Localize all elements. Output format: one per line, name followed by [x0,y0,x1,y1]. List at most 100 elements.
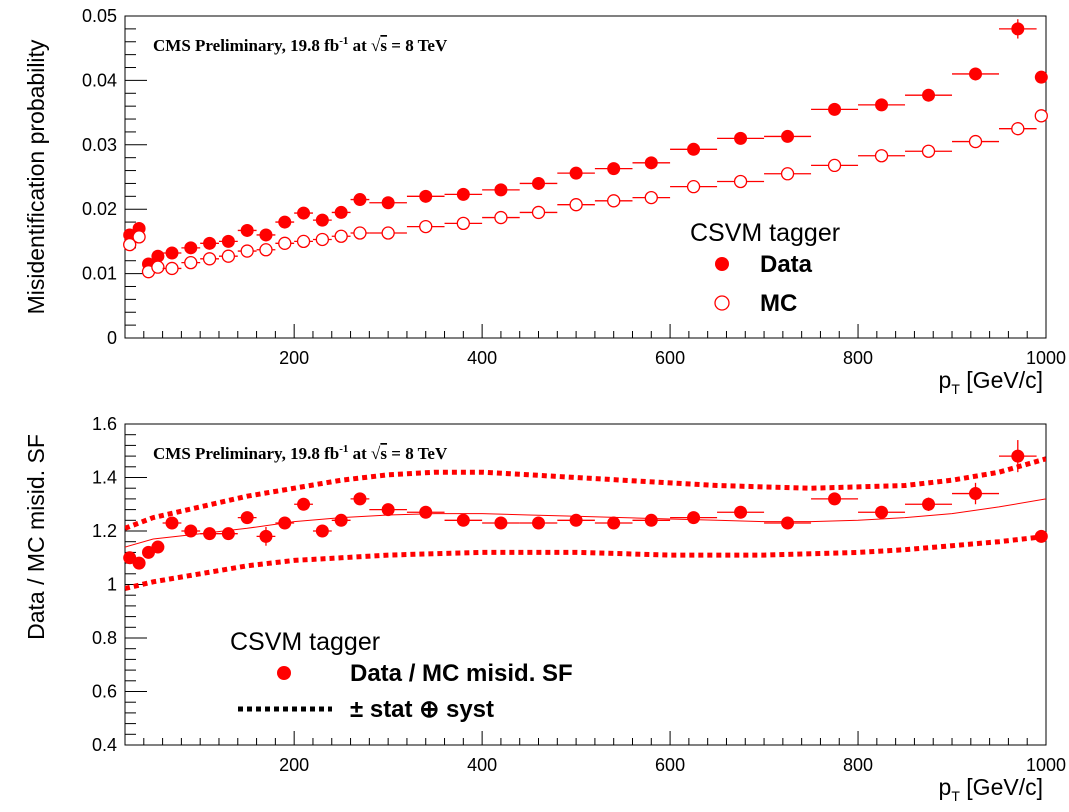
mc-point [607,194,621,208]
y-tick-label: 0.8 [92,628,117,648]
x-axis-label: pT [GeV/c] [939,367,1043,397]
legend-title: CSVM tagger [690,219,840,247]
x-tick-label: 1000 [1026,755,1066,775]
y-axis-label: Misidentification probability [23,39,49,314]
mc-point [334,229,348,243]
mc-point [151,260,165,274]
legend-label: MC [760,290,797,317]
data-point [381,196,395,210]
banner-suffix: = 8 TeV [387,36,448,55]
data-point [165,246,179,260]
mc-point [381,226,395,240]
y-tick-label: 0.01 [82,264,117,284]
sf-point [456,513,470,527]
mc-point [296,234,311,249]
mc-point [531,205,546,220]
y-tick-label: 0.05 [82,6,117,26]
data-point [353,193,367,207]
sf-point [221,527,235,541]
x-axis-label-main: p [939,367,952,393]
x-tick-label: 600 [655,348,685,368]
x-tick-label: 200 [279,755,309,775]
sf-point [203,527,217,541]
x-axis-label-sub: T [951,381,960,397]
data-point [240,223,254,237]
mc-point [921,144,936,158]
y-tick-label: 1.2 [92,521,117,541]
mc-point [184,256,198,270]
mc-point [686,180,701,194]
mc-point [419,219,433,234]
sf-point [353,492,367,506]
data-point [259,228,273,242]
y-axis-label: Data / MC misid. SF [23,434,49,640]
sf-point [922,497,936,511]
data-point [607,162,621,176]
sf-point [781,516,795,530]
sf-point [240,511,254,525]
data-point [969,67,983,81]
banner-root: √ [371,444,381,463]
legend-label: Data / MC misid. SF [350,660,573,687]
data-point [644,156,658,170]
sf-point [1011,449,1025,463]
fit-curve [125,498,1046,548]
sf-point [419,505,433,519]
y-tick-label: 0 [107,328,117,348]
data-point [922,88,936,102]
banner-s: s [380,36,387,55]
banner-prefix: CMS Preliminary, 19.8 fb [153,36,339,55]
data-point [315,213,329,227]
x-axis-label-unit: [GeV/c] [960,367,1043,393]
x-tick-label: 800 [843,755,873,775]
sf-point [875,505,889,519]
y-tick-label: 0.02 [82,199,117,219]
legend-label: Data [760,251,813,278]
mc-point [733,174,748,189]
sf-point [969,487,983,501]
legend-marker-filled [277,666,291,680]
y-tick-label: 1.6 [92,414,117,434]
y-tick-label: 0.04 [82,70,117,90]
x-axis-label-sub: T [951,788,960,804]
mc-point [132,230,146,244]
x-tick-label: 800 [843,348,873,368]
data-point [828,102,842,116]
sf-point [607,516,621,530]
x-axis-label-unit: [GeV/c] [960,774,1043,800]
mc-point [456,216,470,231]
sf-point [259,529,273,543]
data-point [151,249,165,263]
mc-point [644,190,658,205]
y-tick-label: 0.6 [92,682,117,702]
data-point [334,205,348,219]
sf-point [381,503,395,517]
bottom-panel: 200 400 600 800 1000 0.4 0.6 0.8 1 1.2 1.4 1.6 Data … [23,414,1066,804]
y-tick-label: 0.03 [82,135,117,155]
sf-point [569,513,583,527]
banner-root: √ [371,36,381,55]
banner-sup: -1 [339,443,348,455]
data-point [569,166,583,180]
sf-point [165,516,179,530]
x-axis-label-main: p [939,774,952,800]
sf-point [132,556,146,570]
x-tick-label: 200 [279,348,309,368]
x-axis-label: pT [GeV/c] [939,774,1043,804]
mc-point [165,261,179,276]
mc-point [1034,109,1048,123]
x-tick-label: 1000 [1026,348,1066,368]
sf-point [644,513,658,527]
banner-mid: at [348,36,371,55]
data-point [297,206,311,220]
sf-point [734,505,748,519]
mc-point [123,237,137,252]
y-tick-label: 0.4 [92,735,117,755]
x-tick-label: 400 [467,348,497,368]
top-panel: 200 400 600 800 1000 0 0.01 0.02 0.03 0.04 0.05 Mis… [23,6,1066,397]
y-tick-label: 1.4 [92,468,117,488]
sf-point [828,492,842,506]
y-tick-label: 1 [107,575,117,595]
